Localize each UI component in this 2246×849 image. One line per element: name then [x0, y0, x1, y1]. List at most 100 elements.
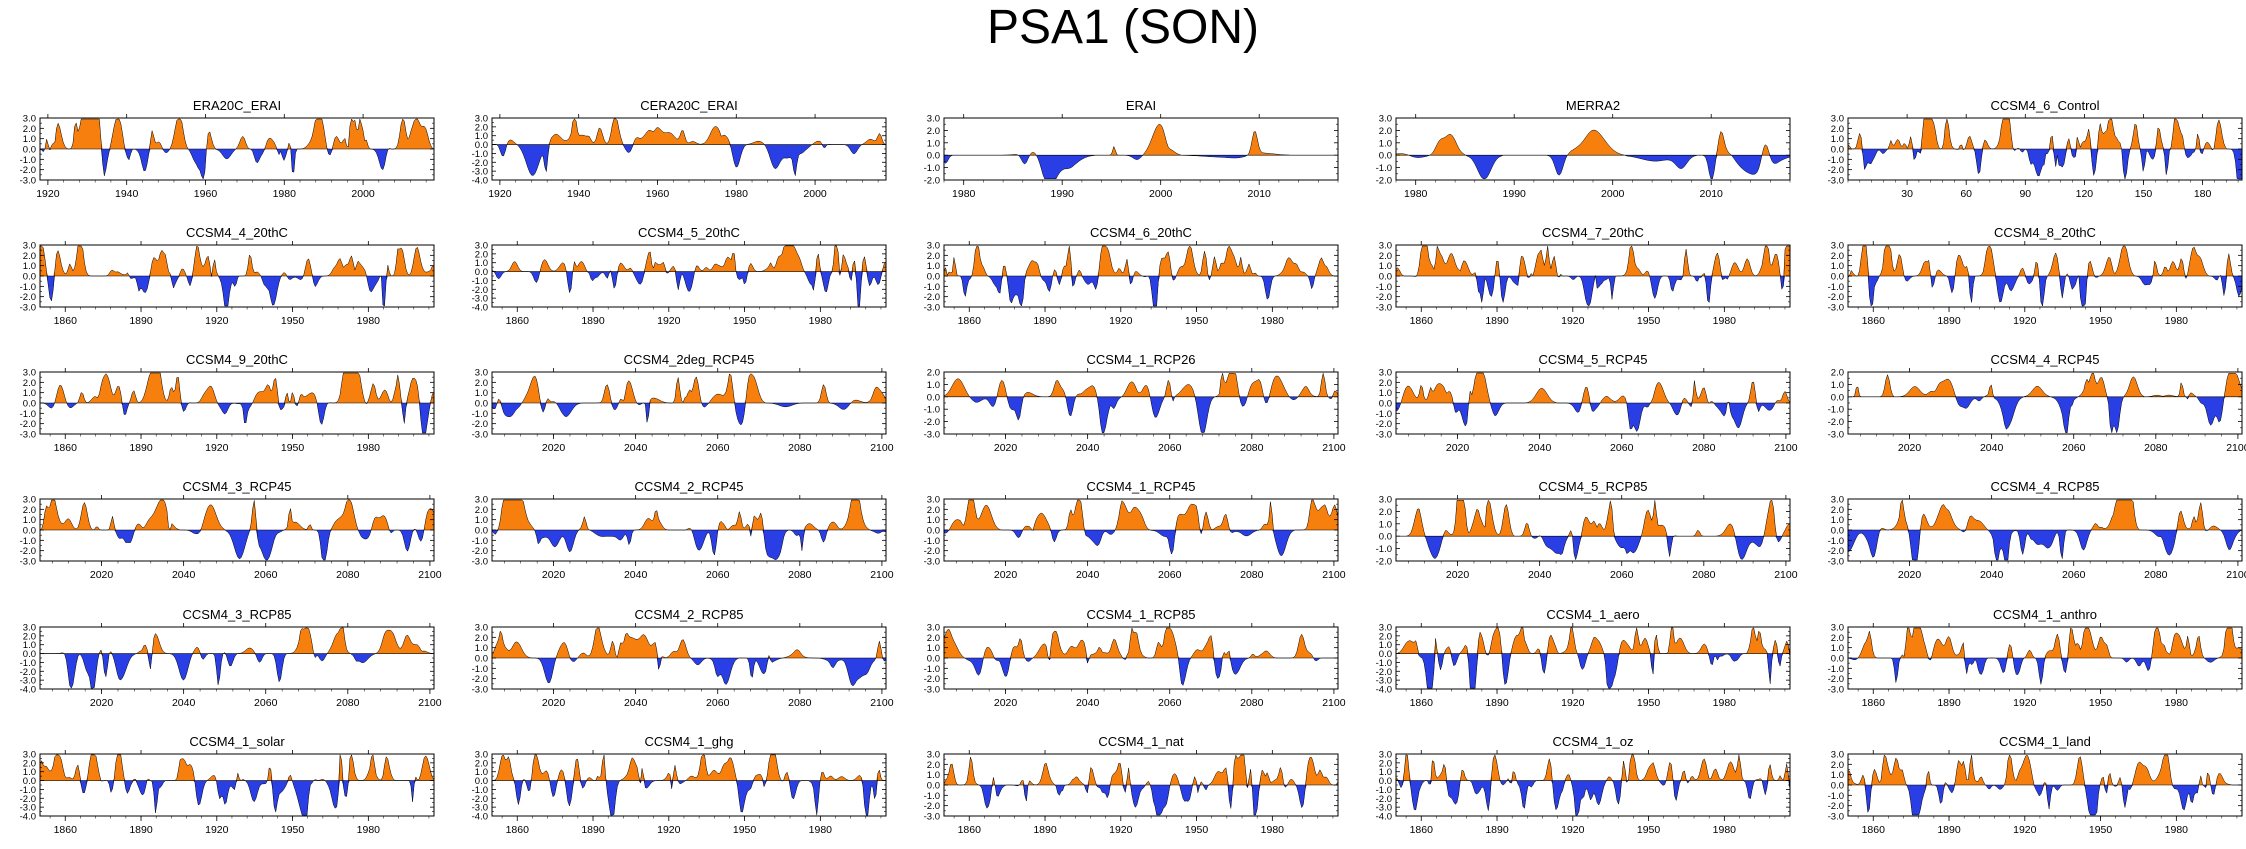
x-tick-label: 1950: [1637, 824, 1661, 836]
y-tick-label: -1.0: [472, 149, 488, 160]
y-tick-label: 1.0: [475, 258, 488, 269]
x-tick-label: 2100: [1322, 697, 1346, 709]
y-tick-label: 0.0: [1379, 532, 1392, 543]
y-tick-label: -1.0: [1828, 536, 1844, 547]
y-tick-label: -1.0: [472, 664, 488, 675]
y-tick-label: 1.0: [1379, 138, 1392, 149]
x-tick-label: 2020: [1446, 442, 1470, 454]
panel-CCSM4_2_RCP85: CCSM4_2_RCP85 3.02.01.00.0-1.0-2.0-3.0 202…: [472, 607, 894, 709]
y-tick-label: -3.0: [1828, 303, 1844, 314]
y-tick-label: 3.0: [1379, 750, 1392, 761]
y-tick-label: -1.0: [20, 155, 36, 166]
x-tick-label: 2040: [624, 569, 648, 581]
negative-area: [1848, 530, 2242, 560]
y-tick-label: 0.0: [1379, 399, 1392, 410]
y-tick-label: 3.0: [927, 241, 940, 252]
panel-CCSM4_5_RCP85: CCSM4_5_RCP85 3.02.01.0 0.0-1.0 -2.0 2020 204…: [1376, 479, 1798, 581]
x-tick-label: 2080: [1240, 697, 1264, 709]
y-tick-label: -2.0: [1376, 667, 1392, 678]
x-tick-label: 1950: [2089, 824, 2113, 836]
x-tick-label: 1860: [1862, 697, 1886, 709]
y-tick-label: 2.0: [1831, 251, 1844, 262]
panel-title: CCSM4_1_oz: [1553, 734, 1634, 749]
y-tick-label: -2.0: [20, 292, 36, 303]
y-tick-label: -2.0: [472, 285, 488, 296]
y-tick-label: 1.0: [1379, 261, 1392, 272]
x-tick-label: 1980: [1261, 315, 1285, 327]
x-tick-label: 1890: [1937, 697, 1961, 709]
panel-title: CCSM4_1_RCP45: [1086, 479, 1195, 494]
series-line: [1847, 627, 2243, 685]
y-tick-label: 1.0: [475, 131, 488, 142]
y-tick-label: 3.0: [1379, 368, 1392, 379]
y-tick-label: 3.0: [1831, 114, 1844, 125]
panel-title: CCSM4_9_20thC: [186, 352, 288, 367]
y-tick-label: 2.0: [23, 505, 36, 516]
y-tick-label: 2.0: [475, 505, 488, 516]
y-tick-label: -4.0: [472, 176, 488, 187]
x-tick-label: 1980: [357, 315, 381, 327]
panel-CCSM4_7_20thC: CCSM4_7_20thC 3.02.01.00.0-1.0-2.0-3.0 186…: [1376, 225, 1791, 327]
panel-frame: [1847, 371, 2243, 435]
x-tick-label: 1980: [357, 442, 381, 454]
y-tick-label: -3.0: [924, 430, 940, 441]
x-tick-label: 1890: [129, 824, 153, 836]
y-tick-label: -2.0: [472, 794, 488, 805]
series-line: [491, 627, 887, 687]
panel-frame: [491, 117, 887, 181]
x-tick-label: 1950: [733, 824, 757, 836]
series-line: [491, 118, 887, 176]
positive-area: [944, 755, 1338, 785]
y-tick-label: 0.0: [1831, 526, 1844, 537]
x-tick-label: 2060: [254, 569, 278, 581]
y-tick-label: 3.0: [23, 495, 36, 506]
x-tick-label: 1860: [1410, 697, 1434, 709]
y-tick-label: -3.0: [1828, 685, 1844, 696]
x-tick-label: 1980: [1713, 315, 1737, 327]
panel-title: CCSM4_5_RCP45: [1538, 352, 1647, 367]
y-tick-label: -3.0: [20, 676, 36, 687]
negative-area: [40, 780, 434, 816]
x-tick-label: 2100: [870, 569, 894, 581]
x-tick-label: 1890: [129, 442, 153, 454]
negative-area: [1396, 536, 1790, 560]
series-line: [943, 123, 1338, 180]
panel-title: CCSM4_7_20thC: [1542, 225, 1644, 240]
y-tick-label: 2.0: [1379, 251, 1392, 262]
y-tick-label: 3.0: [23, 750, 36, 761]
x-tick-label: 2020: [90, 697, 114, 709]
x-tick-label: 1920: [657, 315, 681, 327]
x-tick-label: 2080: [1240, 569, 1264, 581]
x-tick-label: 1890: [1937, 315, 1961, 327]
y-tick-label: -2.0: [1828, 292, 1844, 303]
y-tick-label: 1.0: [927, 515, 940, 526]
positive-area: [40, 754, 434, 781]
x-tick-label: 1960: [646, 188, 670, 200]
x-tick-label: 2100: [870, 697, 894, 709]
negative-area: [1396, 653, 1790, 689]
y-tick-label: -2.0: [1828, 546, 1844, 557]
series-line: [1395, 372, 1791, 433]
panel-title: CCSM4_1_solar: [189, 734, 285, 749]
y-tick-label: -2.0: [1376, 794, 1392, 805]
x-tick-label: 2020: [1898, 442, 1922, 454]
panel-frame: [943, 117, 1339, 181]
y-tick-label: -2.0: [1376, 292, 1392, 303]
y-tick-label: 1.0: [23, 388, 36, 399]
y-tick-label: -1.0: [924, 536, 940, 547]
x-tick-label: 1980: [2165, 315, 2189, 327]
panel-CCSM4_3_RCP85: CCSM4_3_RCP85 3.02.01.00.0-1.0-2.0-3.0-4.…: [20, 607, 442, 709]
x-tick-label: 1950: [281, 824, 305, 836]
panel-title: CCSM4_4_RCP85: [1990, 479, 2099, 494]
y-tick-label: -3.0: [472, 557, 488, 568]
negative-area: [1396, 403, 1790, 432]
x-tick-label: 2040: [172, 697, 196, 709]
x-tick-label: 2100: [1774, 442, 1798, 454]
y-tick-label: 1.0: [1379, 388, 1392, 399]
x-tick-label: 2020: [1898, 569, 1922, 581]
y-tick-label: 2.0: [475, 122, 488, 133]
y-tick-label: -1.0: [924, 163, 940, 174]
y-tick-label: 1.0: [23, 261, 36, 272]
series-line: [491, 373, 887, 426]
x-tick-label: 1950: [2089, 697, 2113, 709]
